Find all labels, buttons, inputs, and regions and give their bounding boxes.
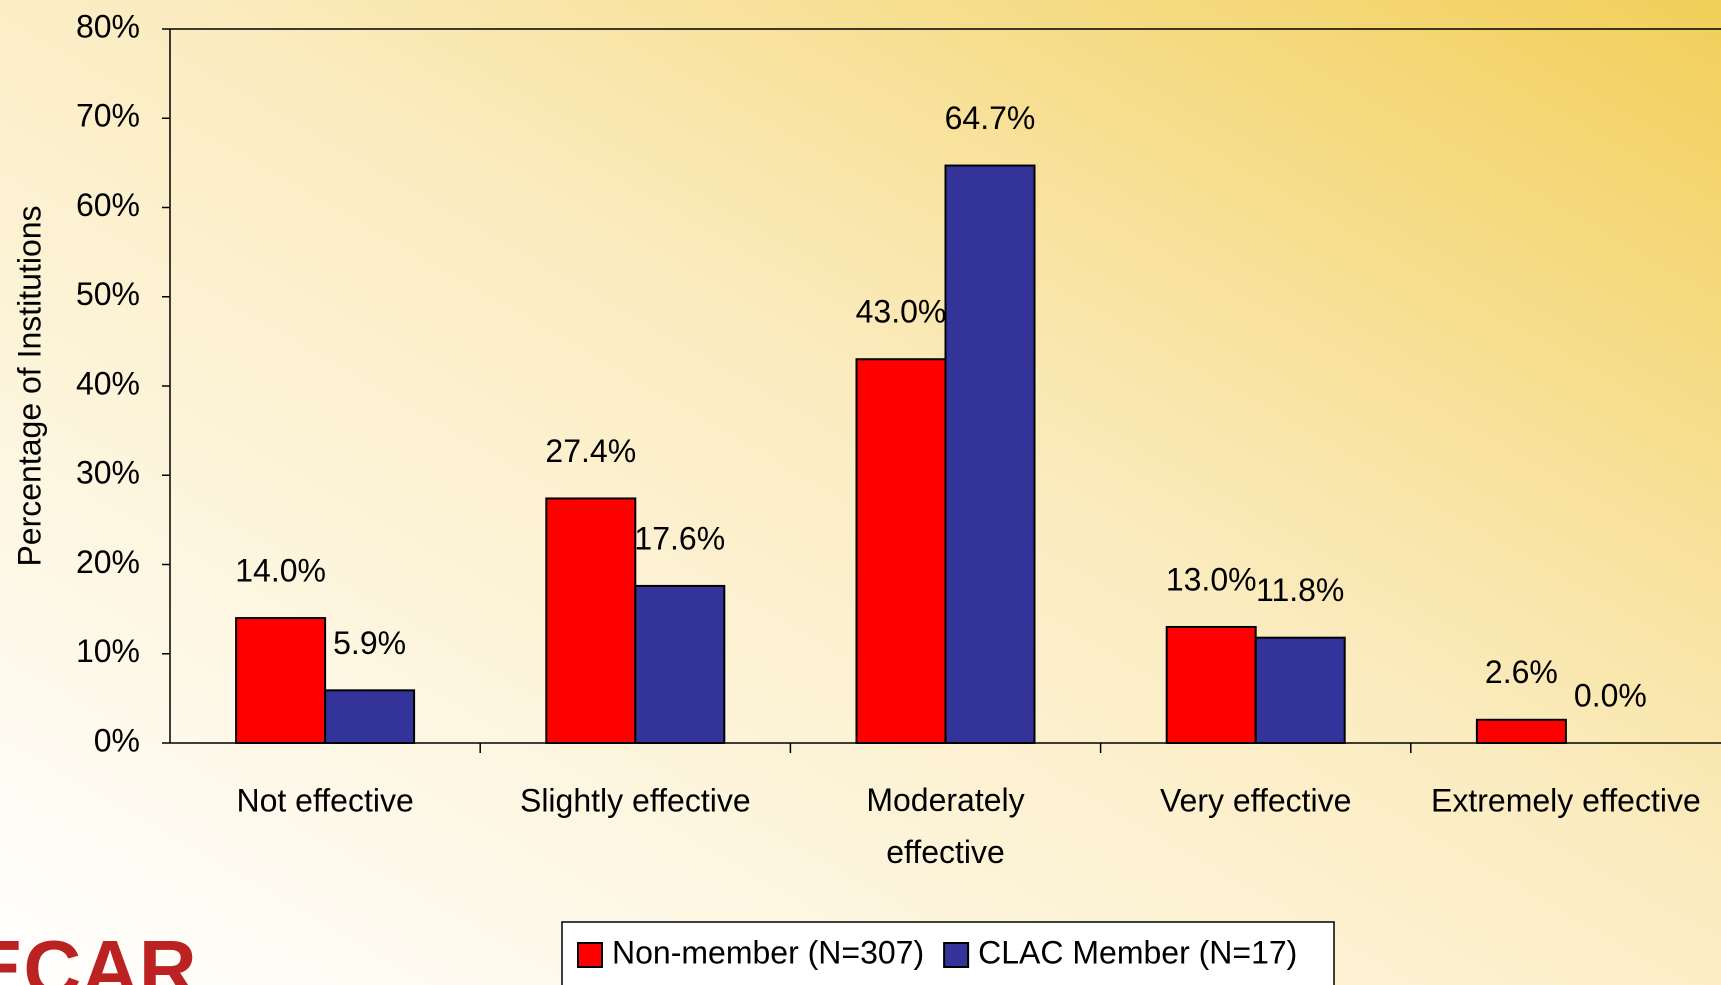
- value-label: 0.0%: [1574, 677, 1647, 713]
- bar: [634, 584, 726, 744]
- value-label: 17.6%: [634, 520, 725, 556]
- legend-swatch: [577, 942, 603, 968]
- bar: [545, 497, 637, 744]
- y-tick-label: 0%: [94, 722, 140, 758]
- y-tick-label: 60%: [76, 187, 140, 223]
- legend-label: CLAC Member (N=17): [978, 934, 1297, 970]
- value-label: 11.8%: [1256, 572, 1344, 608]
- x-tick-label: Slightly effective: [520, 782, 751, 818]
- y-tick-label: 30%: [76, 455, 140, 491]
- legend-swatch: [943, 942, 970, 968]
- value-label: 5.9%: [333, 625, 406, 661]
- value-label: 43.0%: [856, 294, 947, 330]
- y-tick-label: 10%: [76, 633, 140, 669]
- value-label: 14.0%: [235, 553, 326, 589]
- y-tick-label: 20%: [76, 544, 140, 580]
- x-tick-label: Not effective: [236, 782, 413, 818]
- bar: [944, 164, 1036, 745]
- bar: [1254, 636, 1346, 744]
- bar: [235, 617, 327, 744]
- x-tick-label: Very effective: [1160, 782, 1352, 818]
- y-tick-label: 40%: [76, 365, 140, 401]
- x-tick-label: Extremely effective: [1431, 782, 1701, 818]
- bar: [855, 358, 947, 744]
- y-tick-label: 50%: [76, 276, 140, 312]
- legend-label: Non-member (N=307): [612, 934, 924, 970]
- value-label: 27.4%: [545, 433, 636, 469]
- value-label: 64.7%: [945, 100, 1036, 136]
- y-tick-label: 80%: [76, 8, 140, 44]
- bar: [1475, 718, 1567, 744]
- logo: ECAR: [0, 924, 197, 985]
- bar: [1165, 625, 1257, 744]
- bar: [324, 689, 416, 745]
- x-tick-label: Moderately effective: [866, 782, 1024, 870]
- value-label: 2.6%: [1485, 654, 1558, 690]
- y-tick-label: 70%: [76, 98, 140, 134]
- value-label: 13.0%: [1166, 561, 1257, 597]
- y-axis-label: Percentage of Institutions: [11, 205, 47, 566]
